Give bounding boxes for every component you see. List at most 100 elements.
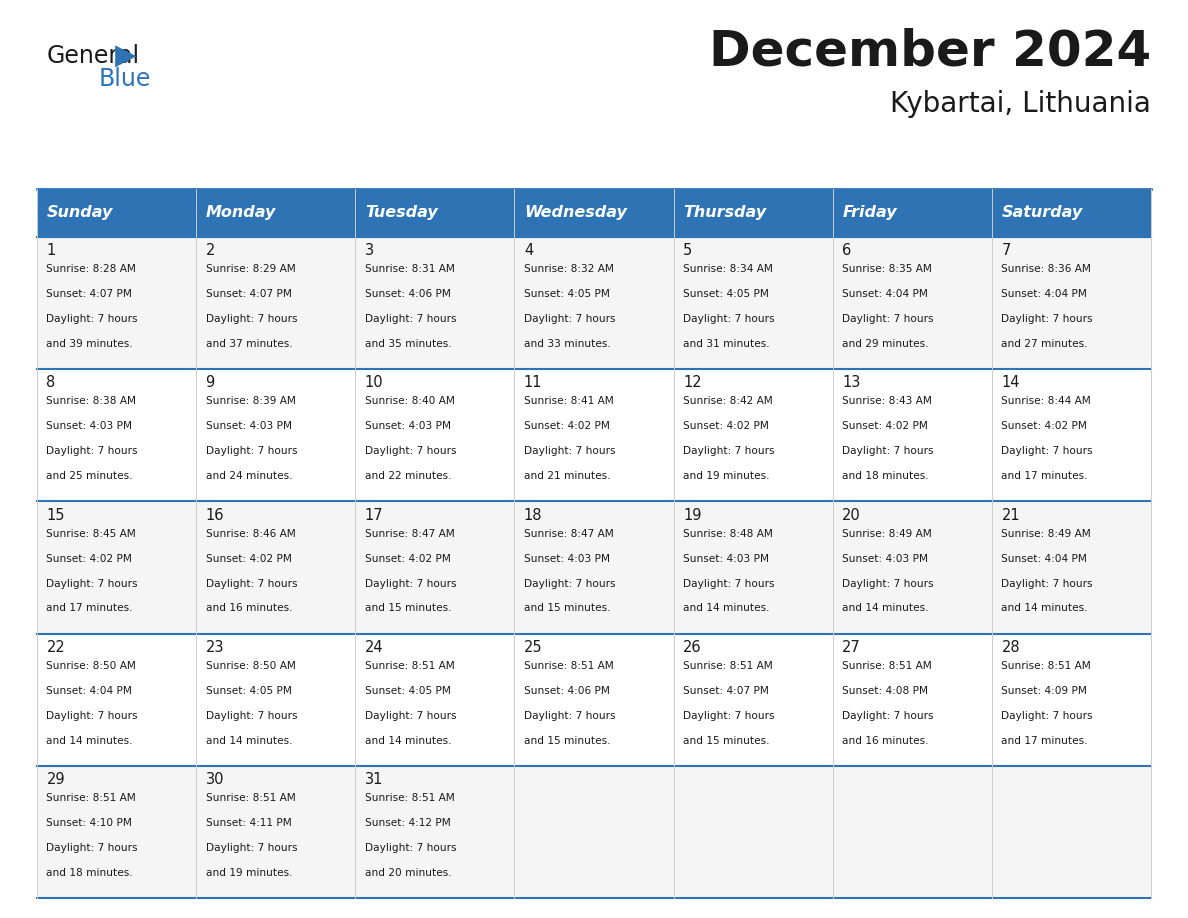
Bar	[514, 237, 674, 369]
Text: Sunrise: 8:36 AM: Sunrise: 8:36 AM	[1001, 264, 1092, 274]
Text: and 29 minutes.: and 29 minutes.	[842, 339, 929, 349]
Text: Daylight: 7 hours: Daylight: 7 hours	[1001, 314, 1093, 324]
Text: Tuesday: Tuesday	[365, 206, 437, 220]
Bar	[674, 766, 833, 899]
Text: Daylight: 7 hours: Daylight: 7 hours	[1001, 711, 1093, 721]
Text: Sunset: 4:06 PM: Sunset: 4:06 PM	[524, 686, 609, 696]
Text: Daylight: 7 hours: Daylight: 7 hours	[842, 711, 934, 721]
Text: Monday: Monday	[206, 206, 276, 220]
Text: Sunset: 4:07 PM: Sunset: 4:07 PM	[46, 289, 132, 299]
Bar	[992, 369, 1151, 501]
Text: Daylight: 7 hours: Daylight: 7 hours	[365, 711, 456, 721]
Text: Sunset: 4:02 PM: Sunset: 4:02 PM	[683, 421, 769, 431]
Text: and 19 minutes.: and 19 minutes.	[683, 471, 770, 481]
Text: Sunset: 4:08 PM: Sunset: 4:08 PM	[842, 686, 928, 696]
Bar	[196, 766, 355, 899]
Text: Sunrise: 8:51 AM: Sunrise: 8:51 AM	[46, 793, 137, 803]
Text: 1: 1	[46, 243, 56, 258]
Bar	[514, 369, 674, 501]
Text: Sunset: 4:03 PM: Sunset: 4:03 PM	[842, 554, 928, 564]
Text: Sunrise: 8:47 AM: Sunrise: 8:47 AM	[365, 529, 455, 539]
Text: Sunset: 4:04 PM: Sunset: 4:04 PM	[46, 686, 132, 696]
Text: and 17 minutes.: and 17 minutes.	[1001, 735, 1088, 745]
Bar	[37, 501, 196, 633]
Text: Sunrise: 8:45 AM: Sunrise: 8:45 AM	[46, 529, 137, 539]
Text: and 17 minutes.: and 17 minutes.	[1001, 471, 1088, 481]
Text: Daylight: 7 hours: Daylight: 7 hours	[524, 314, 615, 324]
Bar	[355, 633, 514, 766]
Bar	[355, 766, 514, 899]
Polygon shape	[115, 45, 137, 67]
Text: and 22 minutes.: and 22 minutes.	[365, 471, 451, 481]
Text: Sunset: 4:05 PM: Sunset: 4:05 PM	[683, 289, 769, 299]
Text: 4: 4	[524, 243, 533, 258]
Text: 19: 19	[683, 508, 702, 522]
Text: Sunset: 4:11 PM: Sunset: 4:11 PM	[206, 818, 291, 828]
Text: 15: 15	[46, 508, 65, 522]
Text: 14: 14	[1001, 375, 1019, 390]
Text: 3: 3	[365, 243, 374, 258]
Text: Sunset: 4:07 PM: Sunset: 4:07 PM	[683, 686, 769, 696]
Text: Sunset: 4:02 PM: Sunset: 4:02 PM	[1001, 421, 1087, 431]
Bar	[674, 369, 833, 501]
Text: 6: 6	[842, 243, 852, 258]
Text: Sunrise: 8:50 AM: Sunrise: 8:50 AM	[46, 661, 137, 671]
Text: Sunset: 4:12 PM: Sunset: 4:12 PM	[365, 818, 450, 828]
Text: Daylight: 7 hours: Daylight: 7 hours	[46, 446, 138, 456]
Text: Sunset: 4:03 PM: Sunset: 4:03 PM	[365, 421, 450, 431]
Text: Sunrise: 8:51 AM: Sunrise: 8:51 AM	[365, 661, 455, 671]
Bar	[196, 237, 355, 369]
Text: Daylight: 7 hours: Daylight: 7 hours	[46, 711, 138, 721]
Text: Sunset: 4:05 PM: Sunset: 4:05 PM	[206, 686, 291, 696]
Text: 12: 12	[683, 375, 702, 390]
Bar	[196, 369, 355, 501]
Text: Daylight: 7 hours: Daylight: 7 hours	[206, 843, 297, 853]
Text: 17: 17	[365, 508, 384, 522]
Bar	[674, 501, 833, 633]
Text: Sunrise: 8:47 AM: Sunrise: 8:47 AM	[524, 529, 614, 539]
Text: and 20 minutes.: and 20 minutes.	[365, 868, 451, 878]
Text: Sunset: 4:04 PM: Sunset: 4:04 PM	[1001, 554, 1087, 564]
Text: Sunrise: 8:49 AM: Sunrise: 8:49 AM	[842, 529, 931, 539]
Bar	[355, 501, 514, 633]
Text: December 2024: December 2024	[709, 28, 1151, 75]
Text: 13: 13	[842, 375, 860, 390]
Text: Daylight: 7 hours: Daylight: 7 hours	[524, 711, 615, 721]
Text: 5: 5	[683, 243, 693, 258]
Text: Daylight: 7 hours: Daylight: 7 hours	[206, 446, 297, 456]
Text: and 33 minutes.: and 33 minutes.	[524, 339, 611, 349]
Text: Blue: Blue	[99, 67, 151, 91]
Text: Sunrise: 8:31 AM: Sunrise: 8:31 AM	[365, 264, 455, 274]
Text: Sunset: 4:02 PM: Sunset: 4:02 PM	[206, 554, 291, 564]
Text: 21: 21	[1001, 508, 1020, 522]
Text: Sunrise: 8:46 AM: Sunrise: 8:46 AM	[206, 529, 296, 539]
Bar	[37, 189, 1151, 237]
Text: Sunday: Sunday	[46, 206, 113, 220]
Text: and 16 minutes.: and 16 minutes.	[842, 735, 929, 745]
Text: 31: 31	[365, 772, 383, 788]
Text: Daylight: 7 hours: Daylight: 7 hours	[683, 314, 775, 324]
Text: Sunrise: 8:34 AM: Sunrise: 8:34 AM	[683, 264, 773, 274]
Text: Sunset: 4:09 PM: Sunset: 4:09 PM	[1001, 686, 1087, 696]
Text: Sunset: 4:02 PM: Sunset: 4:02 PM	[524, 421, 609, 431]
Bar	[992, 633, 1151, 766]
Text: 28: 28	[1001, 640, 1020, 655]
Text: Daylight: 7 hours: Daylight: 7 hours	[206, 314, 297, 324]
Text: and 18 minutes.: and 18 minutes.	[46, 868, 133, 878]
Bar	[833, 501, 992, 633]
Text: Kybartai, Lithuania: Kybartai, Lithuania	[890, 90, 1151, 118]
Bar	[37, 633, 196, 766]
Text: and 14 minutes.: and 14 minutes.	[46, 735, 133, 745]
Text: 11: 11	[524, 375, 543, 390]
Text: and 14 minutes.: and 14 minutes.	[1001, 603, 1088, 613]
Text: 23: 23	[206, 640, 225, 655]
Text: Daylight: 7 hours: Daylight: 7 hours	[206, 711, 297, 721]
Text: and 14 minutes.: and 14 minutes.	[365, 735, 451, 745]
Text: Sunset: 4:05 PM: Sunset: 4:05 PM	[365, 686, 450, 696]
Text: and 17 minutes.: and 17 minutes.	[46, 603, 133, 613]
Text: Sunrise: 8:51 AM: Sunrise: 8:51 AM	[524, 661, 614, 671]
Text: and 16 minutes.: and 16 minutes.	[206, 603, 292, 613]
Text: Daylight: 7 hours: Daylight: 7 hours	[206, 578, 297, 588]
Text: Sunrise: 8:50 AM: Sunrise: 8:50 AM	[206, 661, 296, 671]
Text: 9: 9	[206, 375, 215, 390]
